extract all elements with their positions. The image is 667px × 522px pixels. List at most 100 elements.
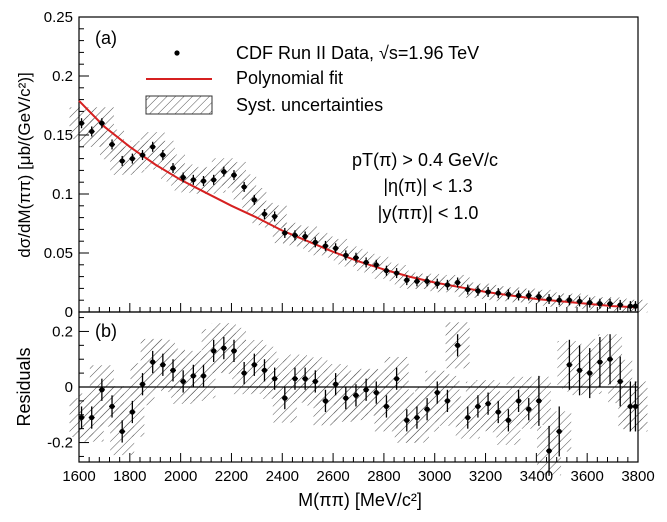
data-point-bottom	[556, 428, 562, 435]
data-point-top	[129, 156, 135, 162]
x-tick-label: 3000	[418, 468, 451, 485]
data-point-top	[495, 290, 501, 296]
data-point-top	[200, 178, 207, 184]
data-point-top	[139, 152, 146, 158]
x-tick-label: 1800	[113, 468, 146, 485]
data-point-top	[444, 282, 451, 288]
y-tick-label-bottom: 0.2	[52, 323, 73, 340]
data-point-top	[556, 297, 562, 303]
data-point-top	[587, 299, 593, 306]
data-point-top	[632, 303, 639, 309]
data-point-top	[607, 301, 613, 307]
data-point-top	[373, 262, 379, 268]
data-point-top	[404, 277, 410, 283]
data-point-bottom	[251, 362, 257, 368]
data-point-top	[383, 268, 390, 274]
data-point-top	[312, 239, 318, 245]
legend-syst-label: Syst. uncertainties	[236, 95, 383, 115]
data-point-top	[617, 302, 623, 308]
data-point-top	[475, 288, 481, 294]
legend-data-label: CDF Run II Data, √s=1.96 TeV	[236, 43, 479, 63]
data-point-bottom	[129, 409, 135, 415]
data-point-top	[566, 297, 572, 303]
legend: CDF Run II Data, √s=1.96 TeV Polynomial …	[145, 43, 479, 115]
data-point-top	[150, 144, 156, 150]
data-point-bottom	[89, 414, 95, 421]
data-point-bottom	[526, 406, 532, 412]
data-point-bottom	[160, 362, 166, 368]
data-point-bottom	[190, 373, 196, 379]
data-point-bottom	[454, 342, 461, 348]
data-point-bottom	[109, 403, 115, 410]
data-point-top	[261, 211, 268, 217]
data-point-bottom	[465, 414, 471, 421]
data-point-bottom	[383, 403, 390, 410]
data-point-top	[505, 291, 512, 297]
data-point-bottom	[495, 409, 501, 415]
x-tick-label: 2200	[215, 468, 248, 485]
y-tick-label-top: 0.2	[52, 68, 73, 85]
x-tick-label: 3200	[469, 468, 502, 485]
y-tick-label-top: 0.1	[52, 186, 73, 203]
data-point-bottom	[576, 367, 583, 373]
data-point-bottom	[363, 387, 369, 393]
data-points	[78, 118, 639, 476]
data-point-top	[414, 278, 420, 284]
cut-pt: pT(π) > 0.4 GeV/c	[352, 150, 498, 170]
data-point-bottom	[221, 345, 227, 351]
data-point-top	[190, 177, 196, 183]
data-point-bottom	[546, 448, 552, 454]
data-point-bottom	[404, 417, 410, 423]
data-point-bottom	[150, 359, 156, 365]
ylabel-bottom: Residuals	[14, 347, 34, 426]
y-tick-label-bottom: -0.2	[47, 435, 73, 452]
data-point-top	[424, 278, 430, 284]
data-point-bottom	[261, 367, 268, 373]
data-point-top	[170, 165, 176, 171]
y-tick-label-top: 0	[65, 304, 73, 321]
x-tick-label: 1600	[62, 468, 95, 485]
data-point-bottom	[292, 376, 298, 382]
data-point-bottom	[241, 370, 247, 376]
data-point-bottom	[414, 414, 420, 421]
data-point-top	[292, 232, 298, 238]
data-point-bottom	[485, 401, 491, 407]
data-point-top	[434, 281, 440, 287]
data-point-bottom	[119, 428, 125, 435]
data-point-top	[241, 184, 247, 190]
data-point-top	[282, 230, 288, 236]
data-point-bottom	[394, 376, 400, 382]
data-point-top	[546, 296, 552, 302]
x-tick-label: 2800	[367, 468, 400, 485]
data-point-bottom	[272, 376, 278, 382]
data-point-top	[597, 301, 603, 307]
data-point-bottom	[424, 406, 430, 412]
data-point-bottom	[444, 398, 451, 404]
data-point-bottom	[200, 373, 207, 379]
data-point-top	[465, 286, 471, 293]
data-point-bottom	[353, 392, 359, 398]
data-point-bottom	[505, 417, 512, 423]
data-point-bottom	[475, 403, 481, 410]
x-tick-label: 2400	[266, 468, 299, 485]
data-point-top	[353, 255, 359, 261]
data-point-top	[627, 303, 633, 309]
data-point-bottom	[587, 370, 593, 376]
x-tick-label: 2600	[316, 468, 349, 485]
data-point-bottom	[632, 403, 639, 410]
y-tick-label-bottom: 0	[65, 379, 73, 396]
xlabel: M(ππ) [MeV/c²]	[298, 490, 422, 510]
data-point-bottom	[373, 389, 379, 396]
data-point-top	[322, 243, 329, 249]
data-point-bottom	[211, 348, 217, 354]
data-point-top	[454, 279, 461, 286]
ylabel-top: dσ/dM(ππ) [μb/(GeV/c²)]	[15, 72, 34, 257]
data-point-bottom	[333, 381, 339, 387]
data-point-top	[251, 197, 257, 203]
data-point-bottom	[139, 381, 146, 387]
data-point-bottom	[343, 395, 349, 401]
data-point-top	[160, 152, 166, 158]
data-point-bottom	[627, 403, 633, 410]
fit-layer	[78, 100, 639, 309]
